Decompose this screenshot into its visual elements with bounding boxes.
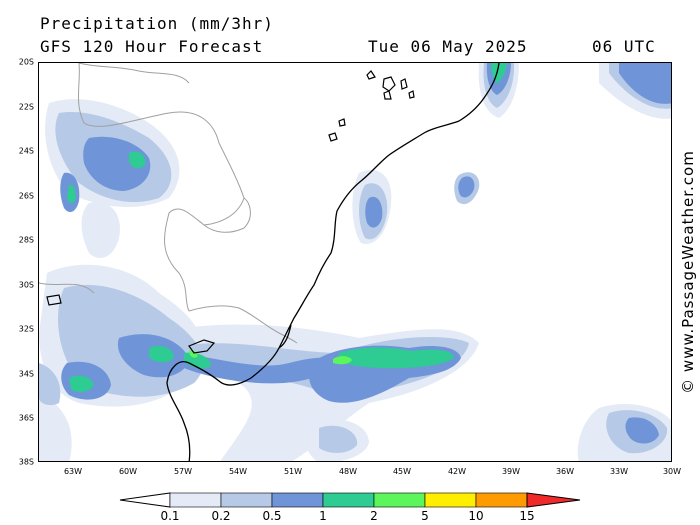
lat-tick-label: 24S — [18, 146, 34, 156]
lat-tick-label: 22S — [18, 102, 34, 112]
forecast-time: 06 UTC — [592, 37, 656, 56]
lon-tick-label: 60W — [118, 467, 138, 476]
scale-swatch — [271, 492, 324, 508]
scale-start-arrow — [119, 492, 171, 508]
lon-tick-label: 39W — [501, 467, 521, 476]
scale-swatch — [322, 492, 375, 508]
precipitation-map[interactable] — [38, 62, 672, 462]
lat-tick-label: 32S — [18, 324, 34, 334]
lat-tick-label: 30S — [18, 280, 34, 290]
lon-tick-label: 48W — [338, 467, 358, 476]
country-borders — [39, 63, 298, 344]
lon-tick-label: 63W — [63, 467, 83, 476]
precip-band-1 — [67, 63, 507, 393]
scale-label: 1 — [319, 509, 327, 523]
scale-label: 0.5 — [262, 509, 282, 523]
lon-tick-label: 42W — [447, 467, 467, 476]
map-title: Precipitation (mm/3hr) — [40, 14, 274, 33]
lat-tick-label: 38S — [18, 457, 34, 467]
lon-tick-label: 57W — [173, 467, 193, 476]
forecast-date: Tue 06 May 2025 — [368, 37, 528, 56]
scale-swatch — [220, 492, 273, 508]
lon-tick-label: 51W — [283, 467, 303, 476]
lon-tick-label: 45W — [392, 467, 412, 476]
scale-swatch — [424, 492, 477, 508]
credit-watermark: © www.PassageWeather.com — [679, 150, 697, 394]
scale-label: 0.1 — [160, 509, 180, 523]
lat-tick-label: 28S — [18, 235, 34, 245]
scale-swatch — [475, 492, 528, 508]
coastline — [166, 63, 500, 461]
precipitation-color-scale — [119, 492, 581, 508]
lon-tick-label: 33W — [609, 467, 629, 476]
islands — [46, 70, 415, 354]
scale-swatch — [373, 492, 426, 508]
scale-label: 0.2 — [211, 509, 231, 523]
lat-tick-label: 20S — [18, 57, 34, 67]
lat-tick-label: 26S — [18, 191, 34, 201]
scale-swatch — [169, 492, 222, 508]
forecast-label: GFS 120 Hour Forecast — [40, 37, 264, 56]
precipitation-areas — [39, 63, 671, 461]
scale-label: 5 — [421, 509, 429, 523]
lat-tick-label: 36S — [18, 413, 34, 423]
map-canvas — [39, 63, 671, 461]
lon-tick-label: 30W — [662, 467, 682, 476]
precip-band-0-1 — [39, 63, 671, 461]
scale-end-arrow — [526, 492, 581, 508]
lon-tick-label: 54W — [228, 467, 248, 476]
scale-label: 10 — [468, 509, 484, 523]
lon-tick-label: 36W — [555, 467, 575, 476]
scale-label: 2 — [370, 509, 378, 523]
lat-tick-label: 34S — [18, 369, 34, 379]
scale-label: 15 — [519, 509, 535, 523]
